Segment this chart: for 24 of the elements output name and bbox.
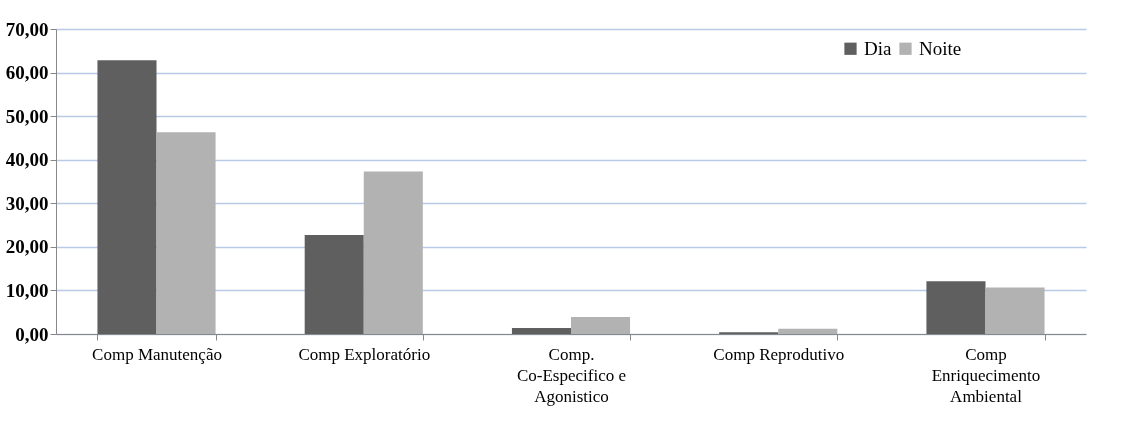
x-tick-label: Comp Manutenção [92, 344, 222, 364]
bar [97, 60, 157, 334]
bar [571, 317, 631, 334]
bar [985, 287, 1045, 334]
legend-label: Noite [919, 37, 962, 59]
x-tick-label: Comp Reprodutivo [713, 344, 845, 364]
bar [926, 281, 986, 334]
x-tick-label: Comp Exploratório [298, 344, 431, 364]
y-tick-label: 50,00 [5, 105, 49, 127]
bar [156, 132, 216, 334]
bar [511, 327, 571, 334]
y-tick-label: 10,00 [5, 279, 49, 301]
x-tick-label: Comp Enriquecimento Ambiental [931, 344, 1041, 406]
bar [304, 235, 364, 334]
y-tick-label: 70,00 [5, 18, 49, 40]
y-tick-label: 30,00 [5, 192, 49, 214]
y-tick-label: 0,00 [15, 323, 49, 345]
y-tick-label: 20,00 [5, 236, 49, 258]
x-tick-label: Comp. Co-Especifico e Agonistico [516, 344, 627, 406]
y-tick-label: 40,00 [5, 149, 49, 171]
bar [363, 171, 423, 334]
bar [778, 328, 838, 334]
y-tick-label: 60,00 [5, 62, 49, 84]
legend-label: Dia [864, 37, 892, 59]
